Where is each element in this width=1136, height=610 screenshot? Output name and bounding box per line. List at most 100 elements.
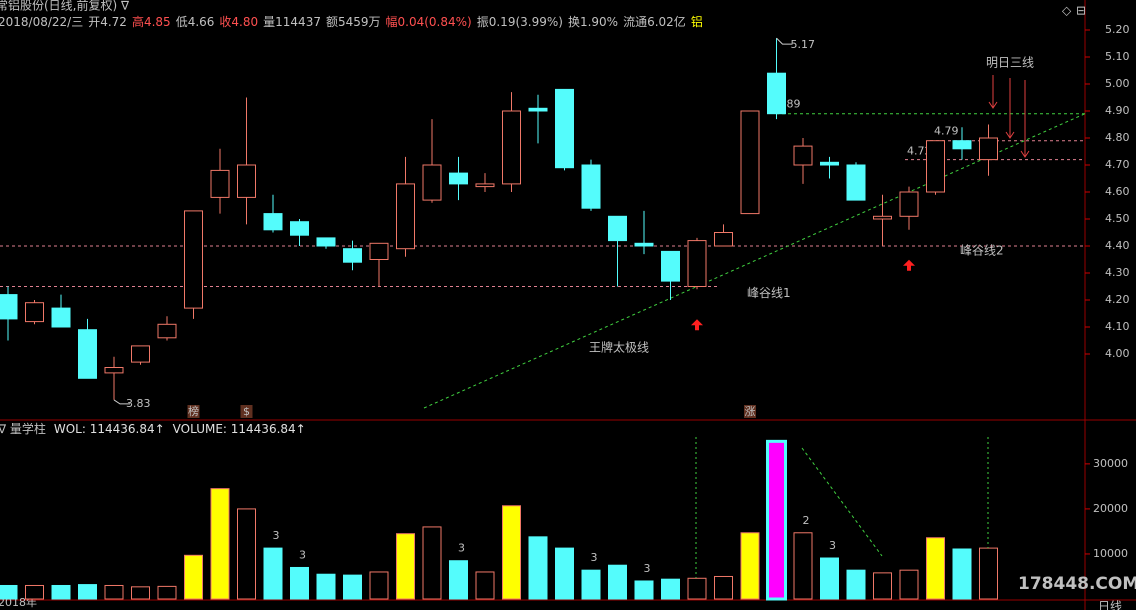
info-field: 换1.90% xyxy=(568,15,618,29)
icon[interactable]: ◇ xyxy=(1062,4,1072,18)
y-tick-label: 5.10 xyxy=(1105,50,1130,63)
volume-tick-label: 30000 xyxy=(1093,457,1128,470)
candle-body xyxy=(422,164,442,201)
line-label: 4.79 xyxy=(934,125,959,138)
volume-bar xyxy=(25,584,44,600)
volume-mark: 3 xyxy=(273,529,280,542)
candle-body xyxy=(581,164,601,209)
volume-bar xyxy=(740,532,760,600)
volume-bar xyxy=(714,575,733,600)
y-tick-label: 4.60 xyxy=(1105,185,1130,198)
signal-arrow xyxy=(903,259,915,271)
volume-bar xyxy=(184,554,203,600)
chart-title: 常铝股份(日线,前复权) ∇ xyxy=(0,0,130,13)
low-pointer xyxy=(113,399,130,405)
info-field: 振0.19(3.99%) xyxy=(477,15,563,29)
volume-header: ∇ 量学柱 WOL: 114436.84↑ VOLUME: 114436.84↑ xyxy=(0,421,306,436)
note-arrow-head xyxy=(1020,150,1030,158)
y-tick-label: 5.00 xyxy=(1105,77,1130,90)
volume-mark: 3 xyxy=(299,548,306,561)
candle-body xyxy=(767,72,786,115)
line-label: 峰谷线1 xyxy=(747,286,791,300)
candle-body xyxy=(396,183,415,250)
candle-body xyxy=(820,161,839,166)
volume-bar xyxy=(793,532,813,600)
volume-bar xyxy=(926,537,945,600)
candle-body xyxy=(184,210,203,309)
candle-body xyxy=(449,172,468,185)
candle-body xyxy=(263,213,283,231)
info-field: 开4.72 xyxy=(88,15,127,29)
volume-tick-label: 10000 xyxy=(1093,547,1128,560)
marker: $ xyxy=(243,405,250,418)
candle-body xyxy=(873,215,892,220)
volume-bar xyxy=(528,536,548,600)
note: 明日三线 xyxy=(986,56,1034,70)
volume-bar xyxy=(661,578,680,600)
info-field: 铝 xyxy=(691,14,703,29)
signal-arrow xyxy=(691,319,703,331)
candle-body xyxy=(131,345,150,363)
candle-body xyxy=(157,323,177,339)
y-tick-label: 4.90 xyxy=(1105,104,1130,117)
volume-bar xyxy=(899,569,919,600)
info-field: 2018/08/22/三 xyxy=(0,15,83,29)
note-arrow-head xyxy=(1005,131,1015,139)
volume-bar xyxy=(0,584,18,600)
marker-bg xyxy=(744,405,756,418)
icon[interactable]: ⊟ xyxy=(1076,4,1086,18)
volume-bar xyxy=(475,571,495,600)
candle-body xyxy=(475,183,495,188)
volume-title: ∇ 量学柱 xyxy=(0,421,46,436)
candle-body xyxy=(608,215,627,242)
volume-bar xyxy=(634,580,654,600)
volume-bar xyxy=(51,584,71,600)
candle-body xyxy=(979,137,998,161)
candle-body xyxy=(740,110,760,215)
candle-body xyxy=(78,329,97,379)
volume-mark: 2 xyxy=(803,514,810,527)
y-tick-label: 4.80 xyxy=(1105,131,1130,144)
info-field: 额5459万 xyxy=(326,15,381,29)
volume-mark: 3 xyxy=(591,551,598,564)
marker: 涨 xyxy=(745,405,756,418)
marker: 榜 xyxy=(188,404,199,418)
candle-body xyxy=(51,307,71,328)
note-arrow-head xyxy=(988,101,998,109)
y-tick-label: 4.00 xyxy=(1105,347,1130,360)
y-tick-label: 4.20 xyxy=(1105,293,1130,306)
volume-bar xyxy=(396,533,415,600)
candle-body xyxy=(846,164,866,201)
volume-bar xyxy=(369,571,389,600)
candle-body xyxy=(502,110,521,185)
volume-bar xyxy=(766,439,787,601)
volume-info: WOL: 114436.84↑ xyxy=(54,422,165,436)
watermark: 178448.COM xyxy=(1018,574,1136,594)
candle-body xyxy=(952,140,972,150)
candle-body xyxy=(714,232,733,247)
volume-bar xyxy=(581,569,601,600)
volume-bar xyxy=(952,548,972,600)
y-tick-label: 5.20 xyxy=(1105,23,1130,36)
volume-bar xyxy=(343,574,362,600)
info-field: 幅0.04(0.84%) xyxy=(386,14,472,29)
trend-line xyxy=(423,113,1086,409)
volume-bar xyxy=(846,569,866,600)
volume-info: VOLUME: 114436.84↑ xyxy=(173,422,306,436)
low-label: 3.83 xyxy=(126,397,151,410)
candle-body xyxy=(687,240,707,288)
high-pointer xyxy=(776,37,793,45)
candle-body xyxy=(210,169,230,198)
line-label: 峰谷线2 xyxy=(960,244,1004,258)
info-field: 流通6.02亿 xyxy=(623,14,686,29)
volume-bar xyxy=(979,547,998,600)
candle-body xyxy=(369,242,389,261)
volume-guide xyxy=(801,447,883,557)
volume-bar xyxy=(104,584,124,600)
volume-bar xyxy=(608,564,627,600)
candle-body xyxy=(237,164,256,198)
volume-bar xyxy=(449,560,468,600)
candle-body xyxy=(528,107,548,112)
volume-bar xyxy=(316,573,336,600)
